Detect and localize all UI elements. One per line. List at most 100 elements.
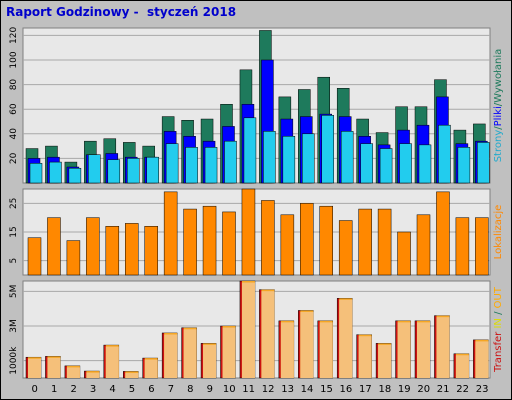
transfer-out-bar <box>183 329 197 378</box>
x-tick-label: 0 <box>32 384 38 395</box>
x-tick-label: 10 <box>223 384 236 395</box>
x-tick-label: 9 <box>207 384 213 395</box>
transfer-out-bar <box>222 327 236 378</box>
panel-1-y-tick-label: 100 <box>9 51 19 68</box>
panel-1-y-tick-label: 40 <box>9 128 19 140</box>
visits-bar <box>436 191 450 276</box>
pages-bar <box>68 167 82 184</box>
transfer-out-bar <box>436 317 450 378</box>
x-tick-label: 20 <box>417 384 430 395</box>
transfer-out-bar <box>144 359 158 378</box>
pages-bar <box>243 117 257 184</box>
pages-bar <box>321 115 334 184</box>
x-tick-label: 22 <box>456 384 469 395</box>
x-tick-label: 7 <box>168 384 174 395</box>
x-tick-label: 13 <box>281 384 294 395</box>
pages-bar <box>340 131 354 184</box>
transfer-out-bar <box>164 334 178 378</box>
pages-bar <box>88 154 101 184</box>
transfer-out-bar <box>86 372 100 378</box>
x-tick-label: 11 <box>242 384 255 395</box>
transfer-out-bar <box>358 336 372 378</box>
panel1-side-label: Strony/Pliki/Wywołania <box>493 49 504 163</box>
panel3-side-label-part: IN <box>493 318 504 332</box>
visits-bar <box>338 220 353 276</box>
pages-bar <box>302 133 315 184</box>
pages-bar <box>282 136 296 184</box>
panel1-side-label-part: Strony <box>493 130 504 163</box>
panel-1-y-tick-label: 80 <box>9 79 19 91</box>
visits-bar <box>27 237 42 276</box>
visits-bar <box>300 203 314 276</box>
visits-bar <box>144 226 158 276</box>
panel-1-y-tick-label: 20 <box>9 152 19 164</box>
pages-bar <box>29 163 43 184</box>
x-tick-label: 3 <box>90 384 96 395</box>
panel-3-frame <box>22 280 491 379</box>
pages-bar <box>146 156 159 184</box>
transfer-out-bar <box>241 282 255 378</box>
transfer-out-bar <box>397 322 411 378</box>
panel-2-y-tick-label: 5 <box>9 258 19 264</box>
x-tick-label: 19 <box>398 384 411 395</box>
x-tick-label: 16 <box>340 384 353 395</box>
panel1-side-label-part: / <box>493 102 504 106</box>
pages-bar <box>165 143 179 184</box>
panel2-side-label-part: Lokalizacje <box>493 205 504 260</box>
pages-bar <box>185 147 198 184</box>
visits-bar <box>125 223 139 276</box>
visits-bar <box>358 208 372 276</box>
panel2-side-label: Lokalizacje <box>493 205 504 260</box>
transfer-out-bar <box>105 346 119 378</box>
x-tick-label: 8 <box>187 384 193 395</box>
transfer-out-bar <box>455 355 469 378</box>
pages-bar <box>399 143 412 184</box>
x-tick-label: 6 <box>148 384 154 395</box>
panel1-side-label-part: Wywołania <box>493 49 504 103</box>
visits-bar <box>241 188 256 276</box>
pages-bar <box>457 147 471 184</box>
transfer-out-bar <box>261 291 275 378</box>
panel-1-y-tick-label: 60 <box>9 103 19 115</box>
pages-bar <box>204 147 218 184</box>
panel-3-y-tick-label: 3M <box>9 319 19 333</box>
pages-bar <box>418 144 432 184</box>
panel3-side-label-part: / <box>493 308 504 318</box>
x-tick-label: 23 <box>476 384 489 395</box>
transfer-out-bar <box>28 358 41 378</box>
visits-bar <box>183 208 197 276</box>
visits-bar <box>280 214 295 276</box>
x-tick-label: 12 <box>262 384 275 395</box>
transfer-out-bar <box>300 311 314 378</box>
transfer-out-bar <box>417 322 430 378</box>
panel3-side-label: Transfer IN / OUT <box>493 286 504 373</box>
report-title: Raport Godzinowy - styczeń 2018 <box>6 5 237 19</box>
pages-bar <box>360 143 373 184</box>
transfer-out-bar <box>66 367 80 378</box>
panel1-side-label-part: Pliki <box>493 106 504 126</box>
visits-bar <box>86 217 100 276</box>
pages-bar <box>263 131 276 184</box>
panel-1-frame <box>22 27 491 184</box>
transfer-out-bar <box>280 322 294 378</box>
x-tick-label: 17 <box>359 384 372 395</box>
x-tick-label: 1 <box>51 384 57 395</box>
visits-bar <box>455 217 470 276</box>
transfer-out-bar <box>47 357 61 378</box>
visits-bar <box>397 231 411 276</box>
visits-bar <box>319 205 333 276</box>
visits-bar <box>163 191 178 276</box>
x-tick-label: 15 <box>320 384 333 395</box>
transfer-out-bar <box>319 322 333 378</box>
visits-bar <box>105 226 120 276</box>
pages-bar <box>49 161 62 184</box>
visits-bar <box>202 205 217 276</box>
panel-2-y-tick-label: 25 <box>9 198 19 209</box>
transfer-out-bar <box>339 299 353 378</box>
visits-bar <box>47 217 61 276</box>
pages-bar <box>438 124 451 184</box>
visits-bar <box>475 217 489 276</box>
pages-bar <box>477 142 490 184</box>
panel-1-y-tick-label: 120 <box>9 27 19 44</box>
